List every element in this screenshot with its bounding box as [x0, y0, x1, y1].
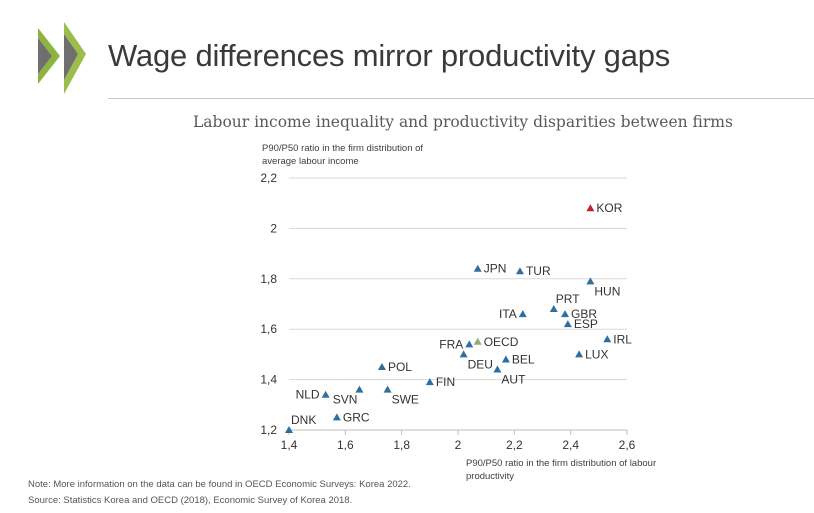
point-label-grc: GRC	[343, 410, 370, 424]
point-label-fra: FRA	[439, 337, 463, 351]
point-jpn	[473, 264, 482, 272]
point-label-prt: PRT	[556, 292, 580, 306]
point-prt	[549, 305, 558, 313]
gridlines	[289, 177, 627, 381]
point-lux	[575, 350, 584, 358]
point-label-tur: TUR	[526, 264, 551, 278]
point-label-pol: POL	[388, 360, 412, 374]
point-tur	[515, 267, 524, 275]
x-tick-label: 2	[455, 438, 462, 452]
point-bel	[501, 355, 510, 363]
point-dnk	[285, 426, 293, 433]
x-tick-label: 1,8	[393, 438, 410, 452]
point-label-fin: FIN	[436, 375, 455, 389]
point-label-irl: IRL	[613, 332, 632, 346]
point-fra	[465, 340, 474, 348]
point-ita	[518, 310, 527, 318]
x-tick-label: 2,4	[562, 438, 579, 452]
point-label-svn: SVN	[333, 393, 358, 407]
point-svn	[355, 385, 364, 393]
point-esp	[563, 320, 572, 328]
point-label-deu: DEU	[468, 357, 493, 371]
point-hun	[586, 277, 595, 285]
x-tick-label: 2,6	[619, 438, 636, 452]
tick-labels: 1,2 1,4 1,6 1,8 2 2,2 1,4 1,6 1,8 2 2,2 2,4 2,6	[260, 171, 635, 452]
point-aut	[493, 365, 502, 373]
oecd-logo	[38, 22, 86, 94]
point-label-esp: ESP	[574, 317, 598, 331]
point-deu	[459, 350, 468, 358]
point-pol	[377, 363, 386, 370]
x-tick-label: 1,4	[281, 438, 298, 452]
point-label-aut: AUT	[501, 373, 526, 387]
point-grc	[332, 413, 341, 421]
point-nld	[321, 390, 330, 398]
y-tick-label: 1,4	[260, 373, 277, 387]
point-oecd	[473, 337, 482, 345]
point-label-swe: SWE	[392, 393, 419, 407]
footnote: Note: More information on the data can b…	[28, 479, 411, 490]
axes	[288, 429, 628, 435]
x-tick-label: 2,2	[506, 438, 523, 452]
chart-title: Labour income inequality and productivit…	[193, 113, 733, 131]
point-label-nld: NLD	[296, 388, 320, 402]
x-axis-label: P90/P50 ratio in the firm distribution o…	[466, 458, 657, 482]
point-fin	[425, 378, 434, 386]
point-label-dnk: DNK	[291, 413, 316, 427]
point-label-oecd: OECD	[484, 335, 519, 349]
y-tick-label: 2	[270, 221, 277, 235]
logo-chevron-right-shadow	[64, 34, 78, 80]
y-tick-label: 1,8	[260, 272, 277, 286]
source-note: Source: Statistics Korea and OECD (2018)…	[28, 495, 353, 506]
point-label-jpn: JPN	[484, 262, 507, 276]
x-tick-label: 1,6	[337, 438, 354, 452]
point-swe	[383, 385, 392, 393]
y-axis-label: P90/P50 ratio in the firm distribution o…	[262, 143, 424, 167]
point-label-gbr: GBR	[571, 307, 597, 321]
page-title: Wage differences mirror productivity gap…	[108, 38, 671, 73]
point-kor	[586, 204, 595, 212]
logo-chevron-left-shadow	[38, 38, 52, 74]
y-tick-label: 2,2	[260, 171, 277, 185]
point-irl	[603, 335, 612, 343]
point-label-kor: KOR	[596, 201, 622, 215]
title-divider	[108, 98, 814, 99]
y-tick-label: 1,6	[260, 322, 277, 336]
logo-chevron-right	[64, 22, 86, 94]
point-label-bel: BEL	[512, 352, 535, 366]
point-label-ita: ITA	[499, 307, 517, 321]
logo-chevron-left	[38, 28, 60, 84]
y-tick-label: 1,2	[260, 423, 277, 437]
point-label-lux: LUX	[585, 347, 608, 361]
point-label-hun: HUN	[594, 284, 620, 298]
point-gbr	[561, 310, 570, 318]
